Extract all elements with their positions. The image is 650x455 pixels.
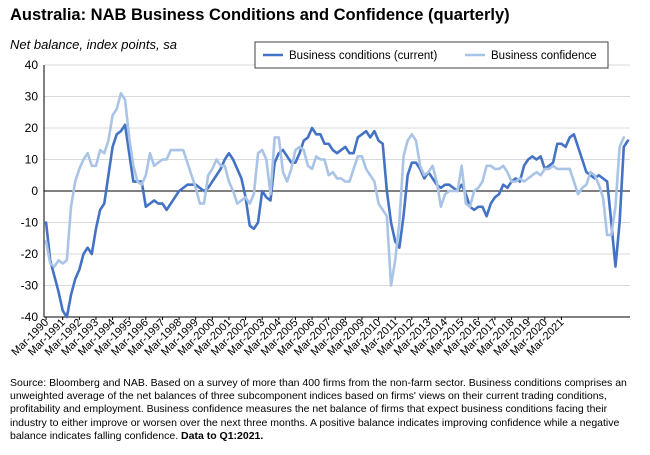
chart-subtitle: Net balance, index points, sa <box>10 37 177 52</box>
series-line-business-conditions <box>44 123 630 319</box>
legend-label-business-conditions: Business conditions (current) <box>289 50 437 62</box>
y-tick-label: -40 <box>21 310 39 324</box>
series-lines <box>44 92 630 319</box>
y-tick-label: -20 <box>21 247 39 261</box>
y-tick-label: 0 <box>31 184 38 198</box>
y-tick-label: 20 <box>25 121 39 135</box>
y-tick-label: 10 <box>25 153 39 167</box>
y-tick-label: -30 <box>21 279 39 293</box>
y-tick-label: -10 <box>21 216 39 230</box>
axes: -40-30-20-10010203040Mar-1990Mar-1991Mar… <box>9 58 630 358</box>
y-tick-label: 30 <box>25 90 39 104</box>
data-note: Data to Q1:2021. <box>181 429 264 442</box>
series-line-business-confidence <box>44 92 626 287</box>
y-tick-label: 40 <box>25 58 39 72</box>
source-note: Source: Bloomberg and NAB. Based on a su… <box>10 377 642 443</box>
line-chart: -40-30-20-10010203040Mar-1990Mar-1991Mar… <box>9 41 630 358</box>
legend-label-business-confidence: Business confidence <box>491 50 596 62</box>
legend-box <box>254 41 609 69</box>
source-text: Source: Bloomberg and NAB. Based on a su… <box>10 377 627 442</box>
legend: Business conditions (current) Business co… <box>254 41 609 69</box>
chart-title: Australia: NAB Business Conditions and C… <box>10 6 510 24</box>
